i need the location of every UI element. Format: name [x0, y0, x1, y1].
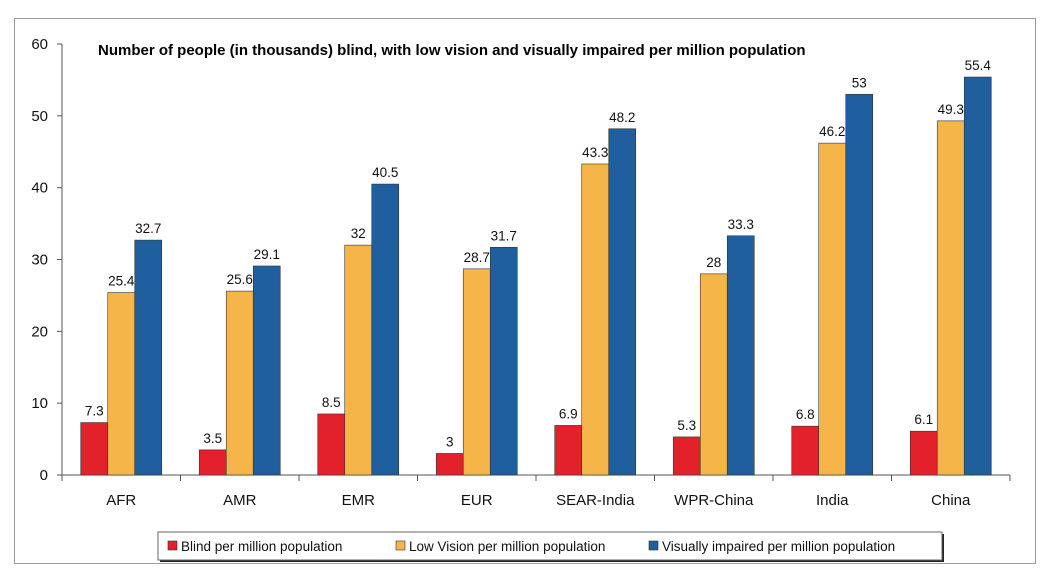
y-tick-label: 50 — [31, 108, 48, 125]
x-tick-label: WPR-China — [674, 492, 754, 509]
bar-series-1 — [80, 422, 109, 476]
bar-series-3 — [489, 246, 518, 476]
y-tick-label: 20 — [31, 323, 48, 340]
x-tick-label: China — [931, 492, 971, 509]
legend-box — [157, 531, 943, 561]
legend-swatch-3 — [648, 540, 659, 551]
data-label: 53 — [852, 75, 867, 90]
x-tick-label: SEAR-India — [556, 492, 635, 509]
legend-label-2: Low Vision per million population — [409, 539, 605, 554]
bar-series-1 — [672, 436, 701, 476]
bar-series-1 — [909, 430, 938, 476]
data-label: 3.5 — [203, 431, 222, 446]
x-tick-label: AFR — [106, 492, 136, 509]
data-label: 55.4 — [965, 58, 992, 73]
bar-series-3 — [252, 265, 281, 476]
data-label: 49.3 — [938, 102, 964, 117]
data-label: 6.9 — [559, 406, 578, 421]
bar-series-1 — [791, 425, 820, 476]
bar-series-3 — [726, 235, 755, 476]
y-tick-label: 40 — [31, 180, 48, 197]
legend-swatch-2 — [395, 540, 406, 551]
data-label: 28 — [706, 255, 721, 270]
bar-series-3 — [371, 183, 400, 476]
data-label: 5.3 — [677, 418, 696, 433]
bar-series-2 — [462, 268, 491, 476]
x-axis: AFR AMR EMR EUR SEAR-India WPR-China India Chin… — [61, 474, 1011, 509]
data-label: 32 — [351, 226, 366, 241]
bar-series-3 — [608, 128, 637, 476]
bar-series-2 — [581, 163, 610, 476]
x-tick-label: EMR — [342, 492, 376, 509]
bar-series-1 — [317, 413, 346, 476]
data-label: 40.5 — [372, 165, 398, 180]
y-axis: 0 10 20 30 40 50 60 — [31, 36, 63, 484]
bar-series-1 — [435, 453, 464, 476]
data-label: 48.2 — [609, 110, 635, 125]
x-tick-label: EUR — [461, 492, 493, 509]
data-label: 29.1 — [254, 247, 280, 262]
bar-series-2 — [936, 120, 965, 476]
data-label: 8.5 — [322, 395, 341, 410]
x-tick-label: AMR — [223, 492, 257, 509]
data-label: 33.3 — [728, 217, 754, 232]
data-label: 3 — [446, 434, 454, 449]
x-tick-label: India — [816, 492, 849, 509]
data-label: 6.1 — [914, 412, 933, 427]
data-label: 28.7 — [464, 250, 490, 265]
y-tick-label: 60 — [31, 36, 48, 53]
data-label: 6.8 — [796, 407, 815, 422]
bar-series-1 — [554, 425, 583, 476]
bar-series-2 — [225, 290, 254, 476]
data-label: 31.7 — [491, 228, 517, 243]
data-label: 32.7 — [135, 221, 161, 236]
data-label: 43.3 — [582, 145, 608, 160]
bar-series-3 — [134, 239, 163, 476]
bar-series-3 — [845, 93, 874, 476]
y-tick-label: 0 — [40, 467, 48, 484]
bar-series-2 — [344, 244, 373, 476]
bar-series-1 — [198, 449, 227, 476]
data-label: 25.6 — [227, 272, 253, 287]
y-tick-label: 30 — [31, 252, 48, 269]
legend-label-1: Blind per million population — [181, 539, 342, 554]
data-label: 25.4 — [108, 274, 135, 289]
data-label: 7.3 — [85, 404, 104, 419]
legend-swatch-1 — [167, 540, 178, 551]
bars — [80, 76, 992, 476]
legend-label-3: Visually impaired per million population — [662, 539, 895, 554]
bar-series-2 — [107, 292, 136, 476]
chart-title: Number of people (in thousands) blind, w… — [98, 42, 806, 59]
bar-series-2 — [699, 273, 728, 476]
value-labels: 7.3 3.5 8.5 3 6.9 5.3 6.8 6.1 25.4 25.6 32 28.7 43.3… — [85, 58, 992, 449]
data-label: 46.2 — [819, 124, 845, 139]
y-tick-label: 10 — [31, 395, 48, 412]
bar-series-2 — [818, 142, 847, 476]
legend: Blind per million population Low Vision p… — [157, 531, 944, 562]
bar-series-3 — [963, 76, 992, 476]
